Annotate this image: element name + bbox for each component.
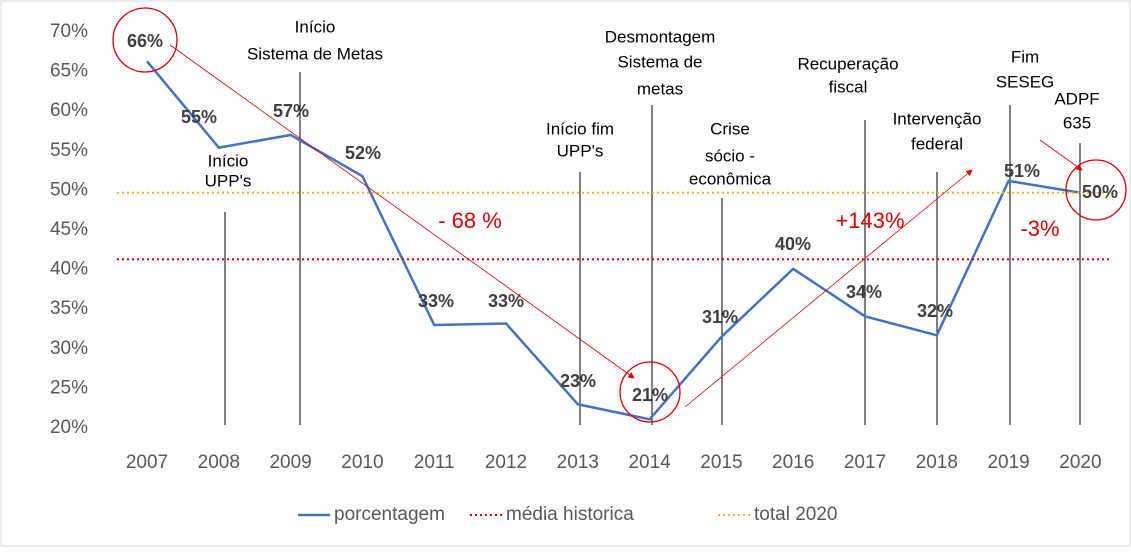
y-tick-label: 70%	[50, 21, 88, 42]
annotation-text: UPP's	[557, 141, 604, 160]
y-tick-label: 55%	[50, 140, 88, 161]
y-tick-label: 65%	[50, 61, 88, 82]
data-label: 31%	[702, 307, 738, 327]
annotation-text: Início	[208, 151, 249, 170]
annotation-text: 635	[1063, 113, 1091, 132]
annotation-text: fiscal	[829, 77, 868, 96]
change-label: - 68 %	[438, 208, 502, 233]
annotation-text: Início	[295, 17, 336, 36]
change-arrow	[169, 44, 635, 379]
annotation-text: metas	[637, 79, 683, 98]
highlight-circle	[1065, 159, 1127, 221]
annotation-text: Sistema de Metas	[247, 44, 383, 63]
data-label: 21%	[632, 385, 668, 405]
annotation-text: econômica	[689, 169, 772, 188]
x-tick-label: 2007	[126, 452, 168, 473]
highlight-circle	[619, 361, 681, 423]
x-tick-label: 2013	[557, 452, 599, 473]
x-tick-label: 2012	[485, 452, 527, 473]
annotation-text: federal	[911, 134, 963, 153]
legend-label: porcentagem	[334, 504, 445, 525]
x-tick-label: 2009	[269, 452, 311, 473]
data-label: 32%	[917, 301, 953, 321]
x-tick-label: 2011	[414, 452, 455, 473]
legend-label: total 2020	[754, 504, 837, 525]
x-tick-label: 2015	[700, 452, 742, 473]
change-arrow	[1039, 139, 1083, 171]
data-label: 66%	[127, 31, 163, 51]
x-tick-label: 2019	[987, 452, 1029, 473]
annotation-text: Intervenção	[893, 109, 982, 128]
x-tick-label: 2008	[198, 452, 240, 473]
annotation-text: Sistema de	[617, 52, 702, 71]
y-tick-label: 35%	[50, 298, 88, 319]
x-tick-label: 2017	[844, 452, 886, 473]
data-label: 23%	[560, 371, 596, 391]
annotation-text: Início fim	[546, 119, 614, 138]
x-tick-label: 2014	[628, 452, 671, 473]
data-label: 51%	[1004, 161, 1040, 181]
y-tick-label: 40%	[50, 259, 88, 280]
x-tick-label: 2018	[916, 452, 958, 473]
data-label: 50%	[1082, 182, 1118, 202]
data-label: 40%	[775, 234, 811, 254]
data-label: 52%	[345, 143, 381, 163]
y-tick-label: 25%	[50, 377, 88, 398]
annotation-text: Fim	[1011, 47, 1039, 66]
annotation-text: Recuperação	[797, 54, 898, 73]
y-tick-label: 20%	[50, 417, 88, 438]
series-line	[146, 60, 1081, 421]
data-label: 57%	[273, 101, 309, 121]
legend-label: média historica	[506, 504, 634, 525]
y-tick-label: 45%	[50, 219, 88, 240]
change-arrow	[684, 169, 973, 408]
annotation-text: Crise	[710, 119, 750, 138]
y-tick-label: 50%	[50, 179, 88, 200]
x-tick-label: 2016	[772, 452, 814, 473]
annotation-text: SESEG	[996, 72, 1055, 91]
annotation-text: sócio -	[705, 146, 755, 165]
y-tick-label: 30%	[50, 338, 88, 359]
y-tick-label: 60%	[50, 100, 88, 121]
highlight-circle	[112, 7, 178, 73]
x-tick-label: 2020	[1059, 452, 1101, 473]
change-label: +143%	[835, 208, 904, 233]
data-label: 55%	[181, 107, 217, 127]
annotation-text: Desmontagem	[605, 27, 716, 46]
x-tick-label: 2010	[341, 452, 383, 473]
annotation-text: ADPF	[1054, 89, 1099, 108]
annotation-text: UPP's	[205, 171, 252, 190]
data-label: 33%	[488, 291, 524, 311]
data-label: 33%	[418, 291, 454, 311]
change-label: -3%	[1020, 216, 1059, 241]
data-label: 34%	[846, 282, 882, 302]
